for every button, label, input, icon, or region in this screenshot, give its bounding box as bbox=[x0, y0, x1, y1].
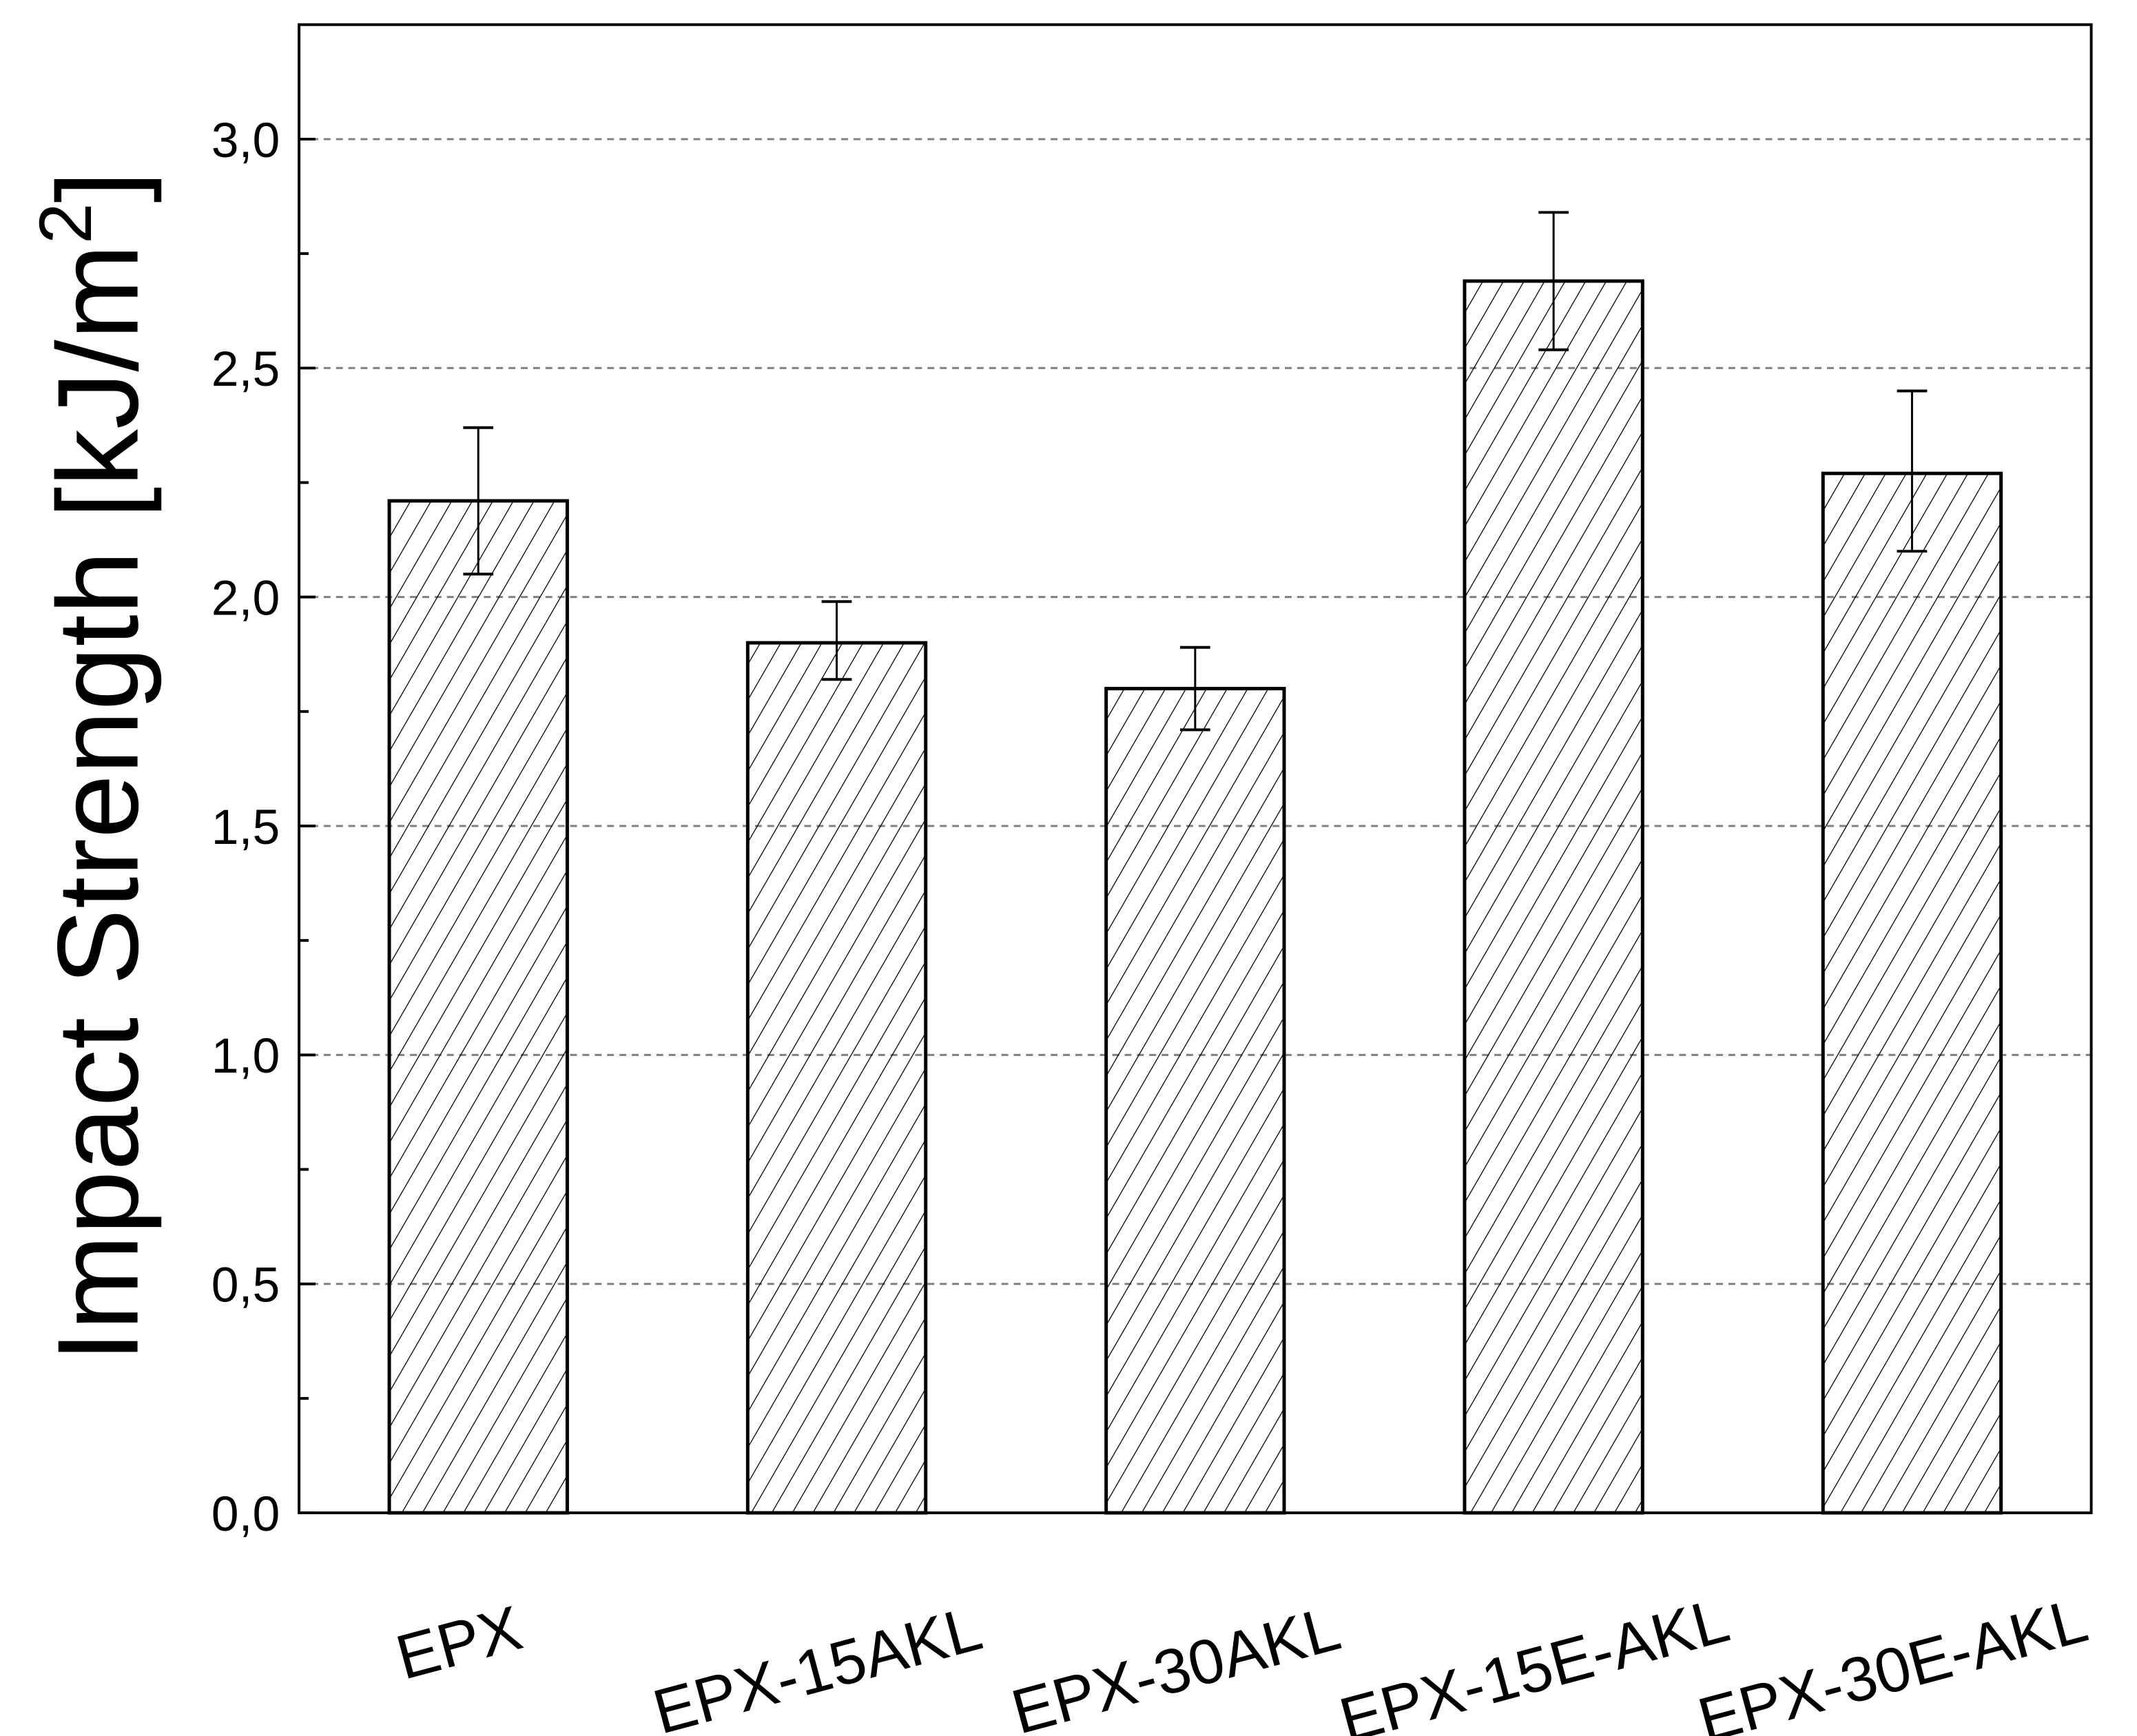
error-bar-epx bbox=[463, 426, 494, 576]
x-tick-label: EPX-15E-AKL bbox=[1332, 1584, 1736, 1736]
bar-epx-30e-akl bbox=[1821, 471, 2003, 1515]
bars bbox=[387, 279, 2003, 1515]
y-tick-label: 1,5 bbox=[211, 800, 280, 855]
x-tick-label: EPX-30AKL bbox=[1004, 1593, 1348, 1736]
bar-epx bbox=[387, 499, 569, 1515]
y-tick-label: 0,5 bbox=[211, 1258, 280, 1313]
y-tick-label: 3,0 bbox=[211, 113, 280, 168]
error-bar-epx-15akl bbox=[821, 600, 852, 681]
x-tick-label: EPX-15AKL bbox=[646, 1593, 989, 1736]
error-bar-epx-15e-akl bbox=[1538, 211, 1569, 351]
gridlines bbox=[299, 138, 2092, 1285]
x-axis-labels: EPX EPX-15AKL EPX-30AKLEPX-15E-AKLEPX-30E-… bbox=[389, 1584, 2095, 1736]
error-bar-epx-30akl bbox=[1179, 645, 1210, 732]
bar-epx-30akl bbox=[1104, 687, 1286, 1515]
y-axis-ticks: 0,0 0,5 1,0 1,5 2,0 2,5 3,0 bbox=[211, 113, 316, 1542]
bar-epx-15e-akl bbox=[1463, 279, 1644, 1515]
y-axis-label-close: ] bbox=[34, 171, 163, 203]
y-tick-label: 0,0 bbox=[211, 1487, 280, 1542]
bar-epx-15akl bbox=[745, 641, 928, 1515]
x-tick-label: EPX bbox=[389, 1593, 529, 1693]
y-axis-label: Impact Strength [kJ/m2] bbox=[24, 171, 163, 1363]
plot-frame bbox=[298, 23, 2093, 1515]
y-tick-label: 1,0 bbox=[211, 1029, 280, 1084]
y-tick-label: 2,0 bbox=[211, 570, 280, 626]
error-bars bbox=[463, 211, 1928, 732]
y-axis-label-superscript: 2 bbox=[24, 203, 107, 244]
x-tick-label: EPX-30E-AKL bbox=[1691, 1584, 2095, 1736]
error-bar-epx-30e-akl bbox=[1897, 389, 1928, 553]
y-tick-label: 2,5 bbox=[211, 342, 280, 397]
